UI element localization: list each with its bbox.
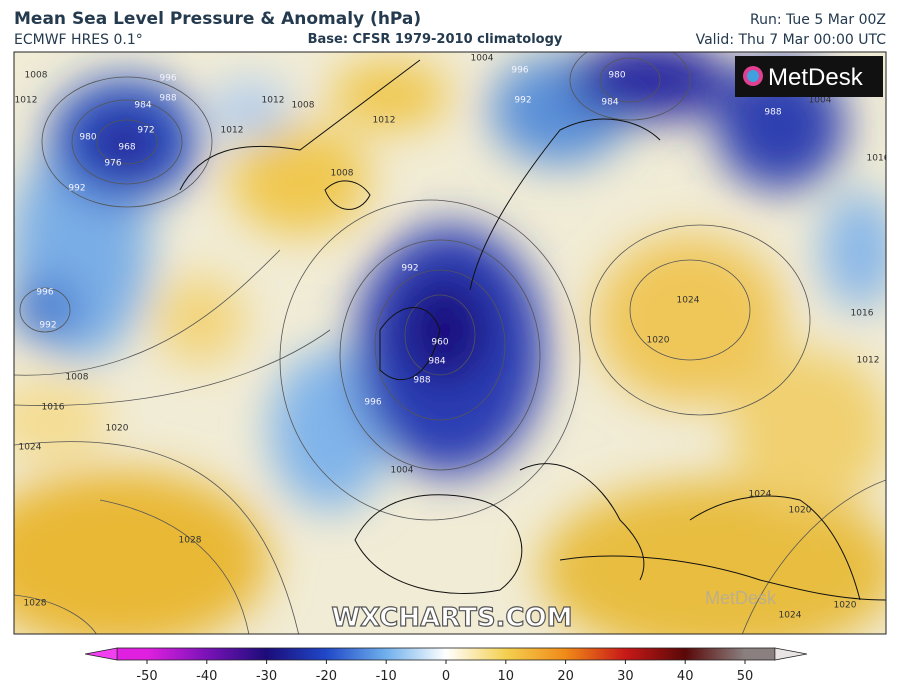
contour-label: 992 xyxy=(401,264,418,274)
contour-label: 988 xyxy=(764,108,781,118)
contour-label: 1020 xyxy=(834,601,857,611)
contour-label: 1024 xyxy=(19,443,42,453)
contour-label: 1016 xyxy=(867,154,890,164)
contour-label: 1004 xyxy=(809,96,832,106)
title: Mean Sea Level Pressure & Anomaly (hPa) xyxy=(14,9,421,29)
colorbar-tick-label: 50 xyxy=(737,669,754,684)
contour-label: 1020 xyxy=(789,506,812,516)
contour-label: 992 xyxy=(39,321,56,331)
contour-label: 996 xyxy=(364,398,381,408)
contour-label: 1008 xyxy=(66,373,89,383)
contour-label: 996 xyxy=(159,74,176,84)
colorbar-tick-label: -10 xyxy=(376,669,397,684)
isobars xyxy=(14,52,886,634)
valid: Valid: Thu 7 Mar 00:00 UTC xyxy=(696,32,887,48)
contour-label: 1024 xyxy=(749,490,772,500)
contour-label: 1004 xyxy=(391,466,414,476)
coastlines xyxy=(179,59,886,601)
contour-label: 980 xyxy=(608,71,625,81)
contour-label: 976 xyxy=(104,159,121,169)
contour-label: 984 xyxy=(601,98,618,108)
contour-label: 1028 xyxy=(179,536,202,546)
contour-label: 960 xyxy=(431,338,448,348)
contour-label: 1012 xyxy=(15,96,38,106)
contour-label: 1012 xyxy=(262,96,285,106)
colorbar-tick-label: 30 xyxy=(617,669,634,684)
contour-label: 1020 xyxy=(647,336,670,346)
colorbar-arrow-right xyxy=(774,647,807,661)
contour-label: 1012 xyxy=(373,116,396,126)
colorbar-tick-label: -30 xyxy=(256,669,277,684)
colorbar-tick-label: -40 xyxy=(196,669,217,684)
contour-label: 1024 xyxy=(779,611,802,621)
logo: MetDesk xyxy=(768,64,864,91)
logo-icon-inner xyxy=(747,70,759,82)
map-frame xyxy=(13,51,887,635)
contour-label: 996 xyxy=(511,66,528,76)
contour-label: 1008 xyxy=(331,169,354,179)
colorbar-tick-label: 20 xyxy=(557,669,574,684)
contour-label: 992 xyxy=(514,96,531,106)
colorbar-tick-label: 40 xyxy=(677,669,694,684)
base: Base: CFSR 1979-2010 climatology xyxy=(308,32,563,47)
contour-label: 1012 xyxy=(221,126,244,136)
contour-label: 1008 xyxy=(25,71,48,81)
colorbar-tick-label: -50 xyxy=(136,669,157,684)
contour-label: 984 xyxy=(428,357,445,367)
run: Run: Tue 5 Mar 00Z xyxy=(750,12,886,28)
colorbar-tick-label: 0 xyxy=(442,669,450,684)
contour-label: 1028 xyxy=(24,599,47,609)
model: ECMWF HRES 0.1° xyxy=(14,32,143,48)
contour-label: 1012 xyxy=(857,356,880,366)
contour-label: 1016 xyxy=(42,403,65,413)
colorbar-tick-label: 10 xyxy=(498,669,515,684)
contour-label: 1016 xyxy=(851,309,874,319)
contour-label: 1008 xyxy=(292,101,315,111)
colorbar-arrow-left xyxy=(85,647,118,661)
colorbar-ramp xyxy=(116,647,776,661)
contour-label: 968 xyxy=(118,143,135,153)
contour-label: 992 xyxy=(68,184,85,194)
contour-label: 988 xyxy=(413,376,430,386)
contour-label: 1004 xyxy=(471,54,494,64)
contour-label: 984 xyxy=(134,101,151,111)
contour-label: 1024 xyxy=(677,296,700,306)
faint-logo: MetDesk xyxy=(705,588,777,608)
colorbar: -50 -40 -30 -20 -10 0 10 20 30 40 50 xyxy=(85,647,807,684)
contour-label: 980 xyxy=(79,133,96,143)
colorbar-tick-label: -20 xyxy=(316,669,337,684)
watermark: WXCHARTS.COM xyxy=(331,603,572,633)
contour-label: 1020 xyxy=(106,424,129,434)
contour-label: 988 xyxy=(159,94,176,104)
contour-label: 972 xyxy=(137,126,154,136)
contour-label: 996 xyxy=(36,288,53,298)
anomaly-field xyxy=(14,52,886,634)
